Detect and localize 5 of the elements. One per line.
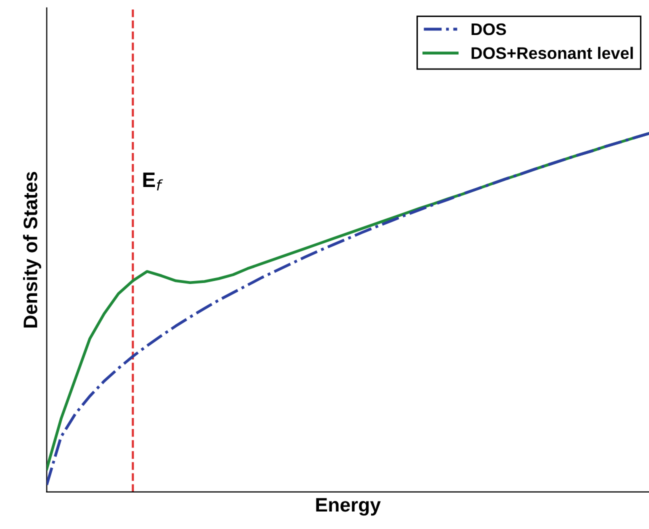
annotation: E$_{f}$ [143,172,163,190]
y-axis-title: Density of States [23,172,42,328]
legend-label: DOS [472,23,506,36]
legend-label: DOS+Resonant level [472,46,633,60]
x-axis-title: Energy [316,498,381,516]
